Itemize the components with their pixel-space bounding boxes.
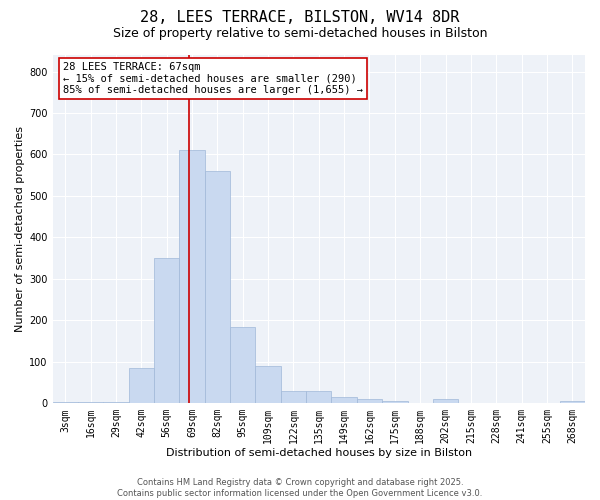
Text: 28 LEES TERRACE: 67sqm
← 15% of semi-detached houses are smaller (290)
85% of se: 28 LEES TERRACE: 67sqm ← 15% of semi-det… xyxy=(63,62,363,95)
Text: Contains HM Land Registry data © Crown copyright and database right 2025.
Contai: Contains HM Land Registry data © Crown c… xyxy=(118,478,482,498)
Bar xyxy=(306,391,331,403)
Bar xyxy=(382,401,407,403)
Text: 28, LEES TERRACE, BILSTON, WV14 8DR: 28, LEES TERRACE, BILSTON, WV14 8DR xyxy=(140,10,460,25)
Bar xyxy=(281,391,306,403)
X-axis label: Distribution of semi-detached houses by size in Bilston: Distribution of semi-detached houses by … xyxy=(166,448,472,458)
Bar xyxy=(53,402,78,403)
Bar xyxy=(154,258,179,403)
Bar xyxy=(128,368,154,403)
Bar xyxy=(433,399,458,403)
Bar xyxy=(179,150,205,403)
Bar xyxy=(103,402,128,403)
Text: Size of property relative to semi-detached houses in Bilston: Size of property relative to semi-detach… xyxy=(113,28,487,40)
Bar xyxy=(78,402,103,403)
Bar xyxy=(560,401,585,403)
Bar xyxy=(357,399,382,403)
Bar xyxy=(331,397,357,403)
Bar xyxy=(256,366,281,403)
Y-axis label: Number of semi-detached properties: Number of semi-detached properties xyxy=(15,126,25,332)
Bar xyxy=(205,171,230,403)
Bar xyxy=(230,326,256,403)
